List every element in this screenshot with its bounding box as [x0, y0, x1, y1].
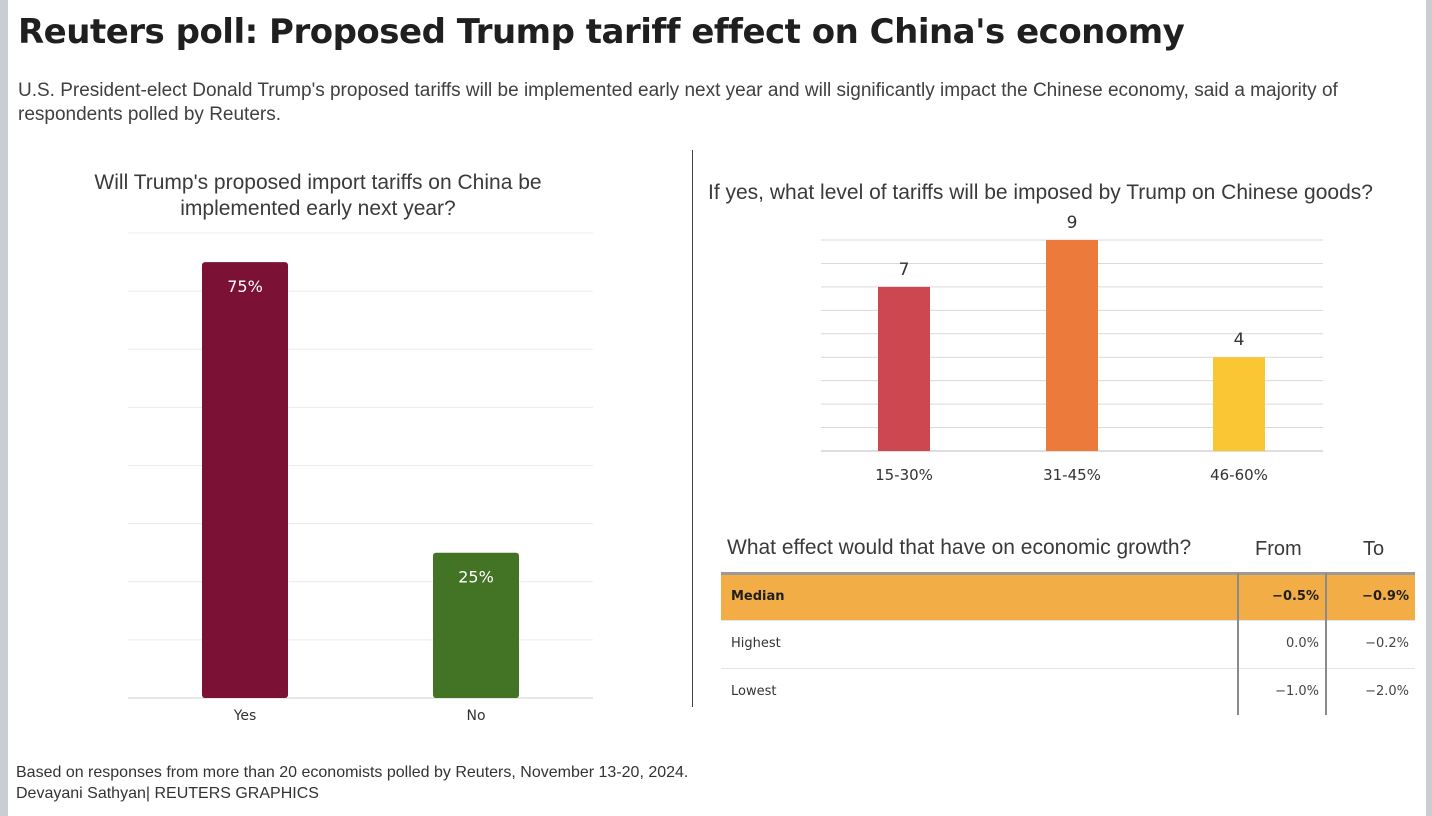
page-subtitle: U.S. President-elect Donald Trump's prop…	[18, 80, 1338, 125]
column-header-to: To	[1363, 538, 1385, 560]
credit-line: Devayani Sathyan| REUTERS GRAPHICS	[16, 785, 319, 802]
row-label: Median	[731, 589, 785, 604]
page-title: Reuters poll: Proposed Trump tariff effe…	[18, 12, 1185, 52]
table-header: What effect would that have on economic …	[721, 532, 1415, 572]
table-row-lowest: Lowest −1.0% −2.0%	[721, 669, 1415, 716]
row-label: Lowest	[731, 684, 777, 699]
x-tick-label: 46-60%	[1210, 466, 1268, 484]
row-from-value: −0.5%	[1272, 589, 1319, 604]
table-row-median: Median −0.5% −0.9%	[721, 572, 1415, 621]
implementation-bar-chart: 75% Yes 25% No	[128, 232, 593, 724]
data-label: 4	[1234, 330, 1245, 350]
bar-46-60%	[1213, 357, 1265, 451]
column-header-from: From	[1255, 538, 1302, 560]
bar-no	[433, 552, 519, 698]
section-divider	[692, 150, 693, 707]
table-row-highest: Highest 0.0% −0.2%	[721, 621, 1415, 669]
x-tick-label: 31-45%	[1043, 466, 1101, 484]
column-separator	[1237, 573, 1239, 715]
graphic-card: Reuters poll: Proposed Trump tariff effe…	[8, 0, 1426, 816]
row-label: Highest	[731, 636, 781, 651]
x-tick-label: Yes	[233, 708, 257, 724]
data-label: 25%	[458, 568, 494, 587]
growth-effect-table: What effect would that have on economic …	[721, 532, 1415, 716]
x-tick-label: No	[466, 708, 485, 724]
data-label: 9	[1067, 213, 1078, 233]
tariff-level-bar-chart: 7 15-30% 9 31-45% 4 46-60%	[821, 213, 1323, 484]
column-separator	[1325, 573, 1327, 715]
source-note: Based on responses from more than 20 eco…	[16, 764, 689, 781]
row-from-value: −1.0%	[1275, 684, 1319, 699]
row-to-value: −2.0%	[1365, 684, 1409, 699]
footnote: Based on responses from more than 20 eco…	[16, 762, 688, 804]
row-from-value: 0.0%	[1285, 636, 1319, 651]
data-label: 7	[899, 260, 910, 280]
bar-31-45%	[1046, 240, 1098, 451]
table-question: What effect would that have on economic …	[727, 536, 1192, 559]
row-to-value: −0.2%	[1365, 636, 1409, 651]
left-chart-title: Will Trump's proposed import tariffs on …	[94, 171, 542, 220]
row-to-value: −0.9%	[1362, 589, 1409, 604]
bar-yes	[202, 262, 288, 698]
data-label: 75%	[227, 277, 263, 296]
x-tick-label: 15-30%	[875, 466, 933, 484]
bar-15-30%	[878, 286, 930, 451]
right-chart-title: If yes, what level of tariffs will be im…	[708, 181, 1373, 204]
